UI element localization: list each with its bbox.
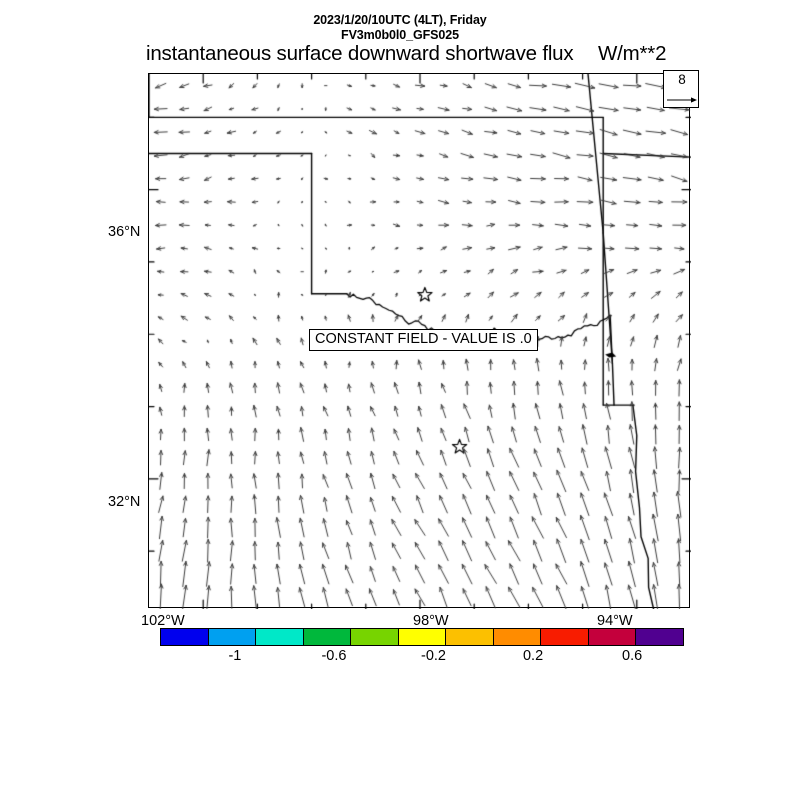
lat-tick-32n: 32°N [108,494,141,510]
arrow-right-icon [667,97,697,103]
colorbar-segment-4 [351,629,399,645]
colorbar-wrap [160,628,684,646]
colorbar-segment-2 [256,629,304,645]
colorbar-segment-3 [303,629,352,645]
units-label: W/m**2 [598,42,667,65]
colorbar-segment-6 [446,629,494,645]
lon-tick-98w: 98°W [413,613,449,629]
colorbar-segment-7 [493,629,542,645]
colorbar-segment-5 [398,629,447,645]
colorbar-tick-1: -0.6 [321,648,347,664]
colorbar-tick-3: 0.2 [522,648,544,664]
colorbar-segment-1 [208,629,257,645]
datetime-title: 2023/1/20/10UTC (4LT), Friday [313,13,487,27]
colorbar-tick-2: -0.2 [421,648,447,664]
colorbar-segment-0 [161,629,209,645]
colorbar-segment-9 [588,629,637,645]
map-plot-area[interactable] [148,73,691,609]
colorbar-segment-8 [541,629,589,645]
main-title-row: instantaneous surface downward shortwave… [0,42,800,70]
colorbar-tick-labels: -1 -0.6 -0.2 0.2 0.6 [160,648,684,668]
reference-vector-legend: 8 [663,70,699,108]
page-title: instantaneous surface downward shortwave… [146,42,574,65]
lon-tick-94w: 94°W [597,613,633,629]
colorbar[interactable] [160,628,684,646]
reference-vector-value: 8 [678,72,686,87]
constant-field-annotation: CONSTANT FIELD - VALUE IS .0 [309,329,538,351]
title-block: 2023/1/20/10UTC (4LT), Friday FV3m0b0l0_… [0,0,800,42]
lon-tick-102w: 102°W [141,613,185,629]
lat-tick-36n: 36°N [108,224,141,240]
colorbar-tick-0: -1 [228,648,242,664]
colorbar-segment-10 [636,629,684,645]
model-name-title: FV3m0b0l0_GFS025 [341,28,459,42]
colorbar-tick-4: 0.6 [622,648,643,664]
